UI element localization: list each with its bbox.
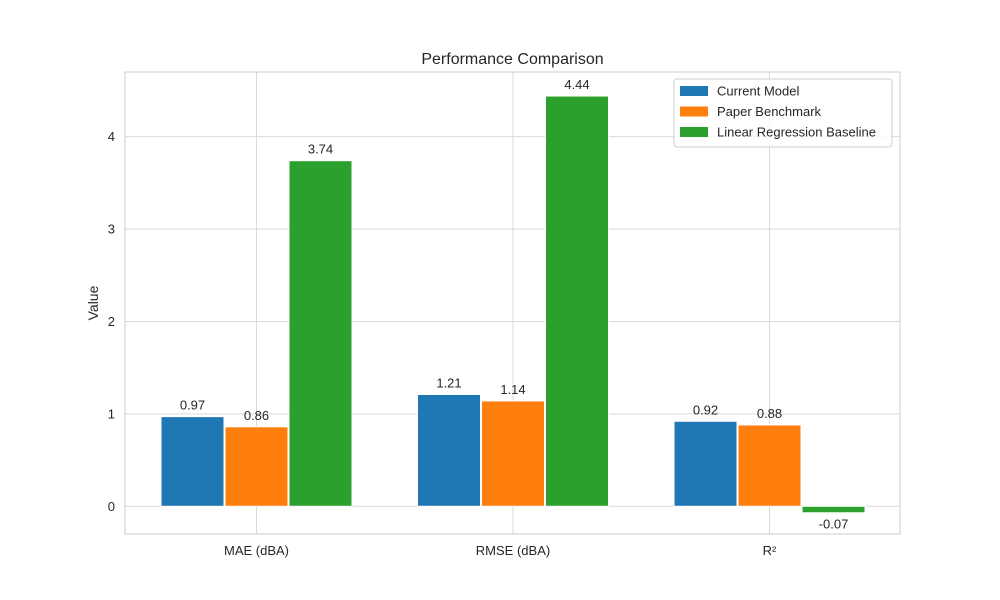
bar (801, 505, 866, 514)
bar-value-label: 1.14 (500, 382, 525, 397)
bar-value-label: 1.21 (436, 375, 461, 390)
legend-label: Current Model (717, 84, 799, 99)
bar-value-label: 0.97 (180, 398, 205, 413)
bar (481, 400, 545, 507)
x-tick-label: MAE (dBA) (224, 543, 289, 558)
bar (224, 426, 289, 507)
bar (673, 420, 738, 507)
bar-value-label: 0.92 (693, 402, 718, 417)
bar-value-label: 4.44 (564, 77, 589, 92)
value-labels: 0.97 1.21 0.92 0.86 1.14 0.88 3.74 4.44 -0.07 (180, 77, 848, 532)
y-tick-label: 2 (108, 314, 115, 329)
legend: Current Model Paper Benchmark Linear Regre… (673, 78, 893, 148)
legend-swatch (680, 86, 708, 96)
y-axis-label: Value (85, 285, 101, 320)
legend-frame (673, 78, 893, 148)
y-tick-label: 1 (108, 406, 115, 421)
bar (160, 416, 225, 507)
bars (160, 95, 866, 514)
axis-ticks: 0 1 2 3 4 MAE (dBA) RMSE (dBA) R² (108, 129, 777, 558)
y-tick-label: 4 (108, 129, 115, 144)
bar (417, 393, 481, 507)
bar (737, 424, 802, 507)
bar-value-label: -0.07 (819, 517, 849, 532)
bar-value-label: 0.88 (757, 406, 782, 421)
legend-label: Linear Regression Baseline (717, 125, 876, 140)
bar (288, 160, 353, 507)
x-tick-label: RMSE (dBA) (476, 543, 550, 558)
bar-value-label: 3.74 (308, 142, 333, 157)
legend-swatch (680, 106, 708, 117)
bar-value-label: 0.86 (244, 408, 269, 423)
chart-title: Performance Comparison (421, 51, 603, 68)
legend-swatch (680, 127, 708, 137)
y-tick-label: 0 (108, 499, 115, 514)
y-tick-label: 3 (108, 222, 115, 237)
plot-frame (124, 71, 901, 535)
x-tick-label: R² (763, 543, 777, 558)
bar (545, 95, 609, 507)
legend-label: Paper Benchmark (717, 104, 822, 119)
